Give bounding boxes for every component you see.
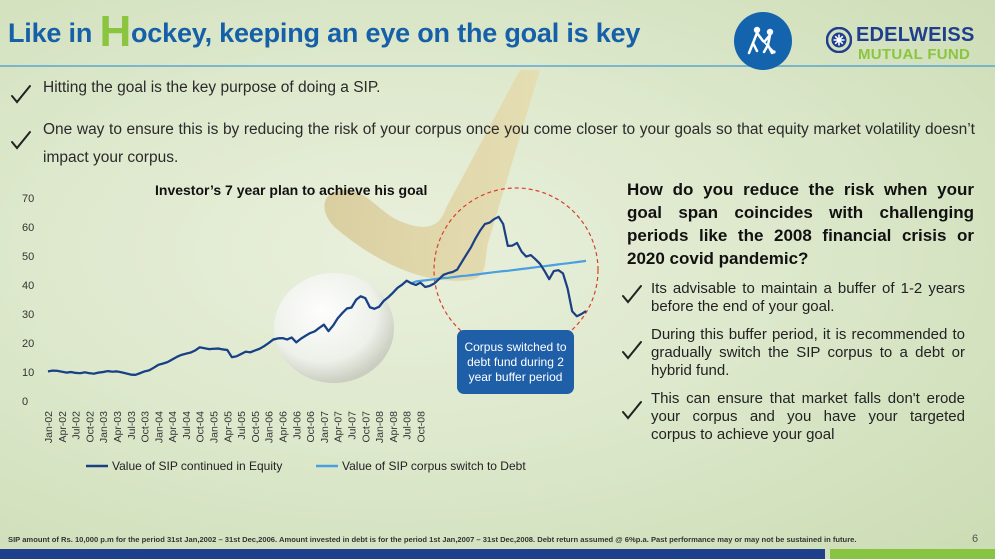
x-tick-label: Jul-06 — [291, 411, 303, 440]
x-tick-label: Oct-04 — [195, 411, 207, 443]
legend-label: Value of SIP continued in Equity — [112, 459, 282, 473]
y-tick-label: 60 — [22, 222, 34, 234]
hockey-stick-shape — [324, 70, 540, 281]
x-tick-label: Oct-03 — [140, 411, 152, 443]
x-tick-label: Oct-06 — [305, 411, 317, 443]
title-text-start: Like in — [8, 18, 100, 48]
title-divider — [0, 65, 995, 67]
brand-subtitle: MUTUAL FUND — [858, 46, 971, 63]
checkmark-icon — [11, 85, 31, 104]
x-tick-label: Apr-03 — [112, 411, 124, 443]
x-tick-label: Jan-03 — [98, 411, 110, 443]
y-tick-label: 0 — [22, 396, 28, 408]
x-tick-label: Jan-07 — [319, 411, 331, 443]
x-tick-label: Jul-03 — [126, 411, 138, 440]
bullet-text-2: One way to ensure this is by reducing th… — [43, 121, 975, 166]
x-tick-label: Apr-05 — [222, 411, 234, 443]
debt-switch-callout: Corpus switched to debt fund during 2 ye… — [457, 330, 574, 394]
x-tick-label: Jul-08 — [402, 411, 414, 440]
y-tick-label: 20 — [22, 338, 34, 350]
x-tick-label: Oct-02 — [84, 411, 96, 443]
x-tick-label: Jan-05 — [209, 411, 221, 443]
x-tick-label: Jul-02 — [71, 411, 83, 440]
x-tick-label: Jan-06 — [264, 411, 276, 443]
x-tick-label: Oct-08 — [415, 411, 427, 443]
x-tick-label: Oct-05 — [250, 411, 262, 443]
y-tick-label: 50 — [22, 251, 34, 263]
x-tick-label: Jan-08 — [374, 411, 386, 443]
checkmark-icon — [622, 401, 642, 420]
footnote: SIP amount of Rs. 10,000 p.m for the per… — [8, 535, 857, 544]
footer-blue-bar — [0, 549, 825, 559]
brand-name: EDELWEISS — [856, 24, 975, 46]
edelweiss-flower-icon — [826, 27, 852, 53]
x-tick-label: Apr-08 — [388, 411, 400, 443]
x-tick-label: Jul-05 — [236, 411, 248, 440]
page-number: 6 — [972, 533, 979, 545]
x-tick-label: Oct-07 — [360, 411, 372, 443]
y-tick-label: 40 — [22, 280, 34, 292]
y-tick-label: 70 — [22, 193, 34, 205]
footer-green-bar — [830, 549, 995, 559]
checkmark-icon — [11, 131, 31, 150]
right-point-1: Its advisable to maintain a buffer of 1-… — [651, 280, 965, 315]
x-tick-label: Apr-06 — [278, 411, 290, 443]
x-tick-label: Jul-07 — [346, 411, 358, 440]
page-title: Like in Hockey, keeping an eye on the go… — [8, 10, 641, 54]
hockey-players-icon — [734, 12, 792, 70]
chart-title: Investor’s 7 year plan to achieve his go… — [155, 182, 428, 198]
title-text-end: ockey, keeping an eye on the goal is key — [131, 18, 641, 48]
y-tick-label: 30 — [22, 309, 34, 321]
legend-label: Value of SIP corpus switch to Debt — [342, 459, 526, 473]
x-tick-label: Apr-04 — [167, 411, 179, 443]
y-tick-label: 10 — [22, 367, 34, 379]
checkmark-icon — [622, 341, 642, 360]
edelweiss-logo: EDELWEISS MUTUAL FUND — [826, 24, 988, 64]
right-point-2: During this buffer period, it is recomme… — [651, 326, 965, 379]
equity-series-line — [47, 215, 587, 376]
bullet-text-1: Hitting the goal is the key purpose of d… — [43, 79, 381, 96]
x-tick-label: Jan-02 — [43, 411, 55, 443]
risk-question-heading: How do you reduce the risk when your goa… — [627, 180, 974, 268]
x-tick-label: Apr-07 — [333, 411, 345, 443]
x-tick-label: Jan-04 — [153, 411, 165, 443]
x-tick-label: Jul-04 — [181, 411, 193, 440]
hockey-ball-shape — [274, 273, 394, 383]
right-point-3: This can ensure that market falls don't … — [651, 390, 965, 443]
checkmark-icon — [622, 285, 642, 304]
title-highlight-letter: H — [99, 7, 132, 56]
x-tick-label: Apr-02 — [57, 411, 69, 443]
